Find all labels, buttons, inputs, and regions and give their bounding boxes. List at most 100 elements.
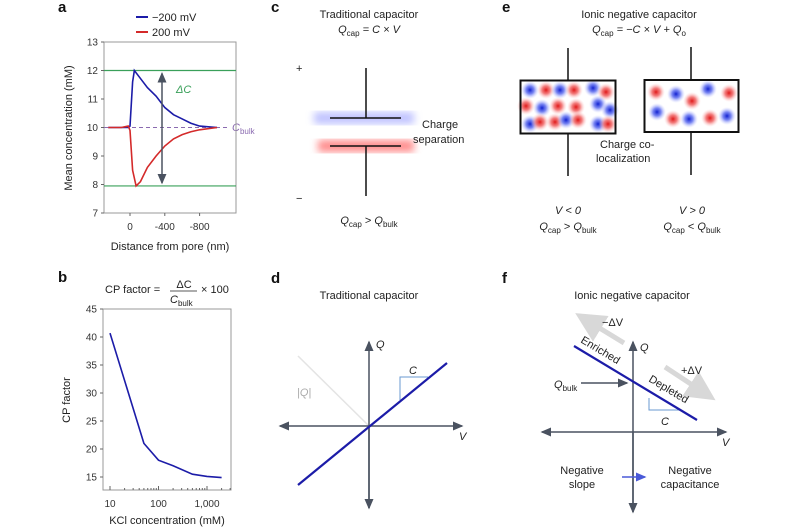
- slope-label: C: [661, 416, 669, 428]
- cation: [683, 92, 701, 110]
- panel-c-traditional-capacitor: Traditional capacitor Qcap = C × V + − C…: [296, 9, 464, 229]
- chart-b: CP factor = ΔC Cbulk × 100 KCl concentra…: [61, 279, 232, 527]
- right-condition: V > 0: [679, 205, 706, 217]
- legend-label-200: 200 mV: [152, 27, 191, 39]
- abs-q-label: |Q|: [297, 387, 311, 399]
- left-condition: V < 0: [555, 205, 582, 217]
- panel-letter-d: d: [271, 270, 280, 287]
- charge-separation-line2: separation: [413, 134, 464, 146]
- negative-capacitance-line2: capacitance: [661, 479, 720, 491]
- cp-formula-prefix: CP factor =: [105, 284, 160, 296]
- qv-line: [297, 362, 448, 486]
- x-tick-label: 100: [150, 499, 167, 510]
- chart-a: −200 mV 200 mV Distance from pore (nm) M…: [63, 12, 256, 253]
- cation: [720, 84, 738, 102]
- panel-letter-a: a: [58, 0, 67, 16]
- panel-f-qv-plot: Ionic negative capacitor Qbulk Q V −ΔV +…: [540, 290, 731, 514]
- x-axis-label: Distance from pore (nm): [111, 241, 230, 253]
- cp-formula-denominator: Cbulk: [170, 294, 194, 308]
- right-box-border: [643, 79, 740, 133]
- delta-c-label: ΔC: [175, 84, 191, 96]
- abs-q-line: [297, 355, 370, 427]
- v-axis-label: V: [722, 437, 731, 449]
- y-axis-label: CP factor: [61, 377, 73, 423]
- x-tick-label: -800: [190, 222, 210, 233]
- minus-dv-arrow: [575, 313, 626, 346]
- plot-frame: [102, 308, 232, 491]
- x-tick-label: 1,000: [194, 499, 219, 510]
- panel-letter-f: f: [502, 270, 508, 287]
- slope-label: C: [409, 365, 417, 377]
- panel-letter-e: e: [502, 0, 510, 16]
- plus-sign: +: [296, 63, 302, 75]
- enriched-ion-box: [517, 79, 619, 133]
- y-tick-label: 15: [86, 473, 98, 484]
- cp-formula-numerator: ΔC: [176, 279, 191, 291]
- minus-dv-label: −ΔV: [602, 317, 624, 329]
- x-tick-label: 0: [127, 222, 133, 233]
- slope-triangle: [399, 376, 428, 400]
- y-axis-label: Mean concentration (mM): [63, 65, 75, 190]
- right-relation: Qcap < Qbulk: [663, 221, 721, 235]
- panel-c-formula: Qcap = C × V: [338, 24, 401, 38]
- q-axis-label: Q: [376, 339, 385, 351]
- panel-d-title: Traditional capacitor: [320, 290, 419, 302]
- y-tick-label: 40: [86, 333, 98, 344]
- y-tick-label: 30: [86, 389, 98, 400]
- y-tick-label: 20: [86, 445, 98, 456]
- depleted-ion-box: [647, 80, 738, 128]
- y-tick-label: 7: [92, 209, 98, 220]
- cation: [549, 97, 567, 115]
- x-tick-label: -400: [155, 222, 175, 233]
- negative-slope-line2: slope: [569, 479, 595, 491]
- cation: [664, 110, 682, 128]
- anion: [551, 81, 569, 99]
- series-line-0: [109, 332, 222, 479]
- anion: [648, 103, 666, 121]
- y-tick-label: 9: [92, 152, 98, 163]
- y-tick-label: 25: [86, 417, 98, 428]
- y-tick-label: 10: [87, 123, 99, 134]
- y-tick-label: 12: [87, 66, 99, 77]
- plus-dv-arrow: [663, 364, 716, 401]
- panel-e-ionic-negative-capacitor: Ionic negative capacitor Qcap = −C × V +…: [517, 9, 740, 235]
- minus-sign: −: [296, 193, 302, 205]
- anion: [680, 110, 698, 128]
- cation: [701, 109, 719, 127]
- panel-d-qv-plot: Traditional capacitor Q V |Q| C: [278, 290, 468, 510]
- q-axis-label: Q: [640, 342, 649, 354]
- cp-formula-suffix: × 100: [201, 284, 229, 296]
- y-tick-label: 45: [86, 305, 98, 316]
- y-tick-label: 35: [86, 361, 98, 372]
- series-line-1: [108, 125, 218, 188]
- anion: [667, 85, 685, 103]
- colocalization-line2: localization: [596, 153, 650, 165]
- left-box-border: [519, 79, 617, 135]
- left-relation: Qcap > Qbulk: [539, 221, 597, 235]
- panel-f-title: Ionic negative capacitor: [574, 290, 690, 302]
- slope-triangle: [648, 398, 680, 411]
- cation: [647, 83, 665, 101]
- charge-separation-line1: Charge: [422, 119, 458, 131]
- panel-e-formula: Qcap = −C × V + Qo: [592, 24, 686, 38]
- negative-slope-line1: Negative: [560, 465, 603, 477]
- legend-label-neg200: −200 mV: [152, 12, 197, 24]
- qbulk-label: Qbulk: [554, 379, 578, 393]
- colocalization-line1: Charge co-: [600, 139, 655, 151]
- panel-letter-b: b: [58, 269, 67, 286]
- anion: [521, 81, 539, 99]
- panel-c-title: Traditional capacitor: [320, 9, 419, 21]
- y-tick-label: 11: [88, 95, 99, 106]
- anion: [699, 80, 717, 98]
- cation: [537, 81, 555, 99]
- qv-line: [573, 345, 698, 421]
- x-axis-label: KCl concentration (mM): [109, 515, 225, 527]
- y-tick-label: 13: [87, 38, 99, 49]
- anion: [533, 99, 551, 117]
- cation: [565, 81, 583, 99]
- cation: [531, 113, 549, 131]
- panel-letter-c: c: [271, 0, 279, 16]
- plus-dv-label: +ΔV: [681, 365, 703, 377]
- negative-capacitance-line1: Negative: [668, 465, 711, 477]
